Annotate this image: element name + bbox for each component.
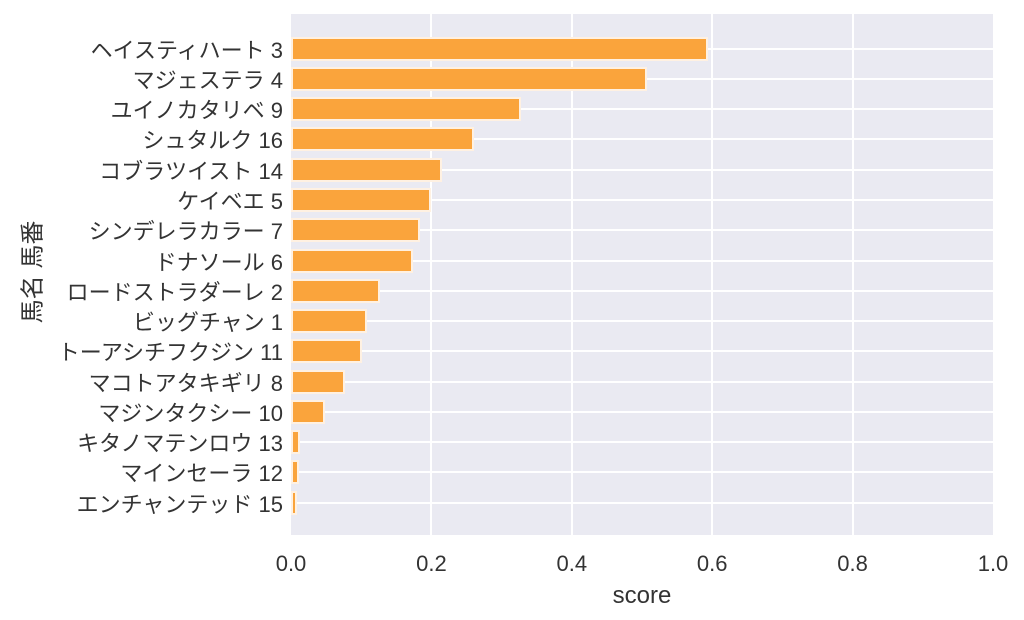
y-tick-label: ロードストラダーレ 2 bbox=[66, 279, 283, 305]
bar bbox=[291, 278, 381, 303]
bar bbox=[291, 36, 708, 61]
h-gridline bbox=[291, 320, 993, 322]
bar bbox=[291, 66, 647, 91]
bar bbox=[291, 430, 301, 455]
y-tick-label: キタノマテンロウ 13 bbox=[77, 431, 283, 457]
x-tick-label: 1.0 bbox=[977, 551, 1009, 576]
y-tick-label: マインセーラ 12 bbox=[120, 461, 283, 487]
h-gridline bbox=[291, 259, 993, 262]
v-gridline bbox=[851, 14, 854, 535]
bar bbox=[291, 248, 414, 273]
y-tick-label: ユイノカタリベ 9 bbox=[110, 98, 283, 124]
h-gridline bbox=[291, 501, 993, 504]
h-gridline bbox=[291, 198, 993, 201]
bar bbox=[291, 369, 346, 394]
h-gridline bbox=[291, 168, 993, 171]
bar bbox=[291, 490, 297, 515]
bar bbox=[291, 157, 442, 182]
bar bbox=[291, 127, 475, 152]
v-gridline bbox=[430, 14, 433, 535]
bar bbox=[291, 460, 299, 485]
y-tick-label: トーアシチフクジン 11 bbox=[57, 340, 283, 366]
h-gridline bbox=[291, 410, 993, 413]
x-tick-label: 0.4 bbox=[556, 551, 588, 576]
x-tick-label: 0.2 bbox=[416, 551, 447, 576]
x-tick-label: 0.6 bbox=[696, 551, 728, 576]
h-gridline bbox=[291, 380, 993, 383]
h-gridline bbox=[291, 229, 993, 232]
y-axis-tick-labels: ヘイスティハート 3 マジェステラ 4 ユイノカタリベ 9 シュタルク 16 コブラツイ… bbox=[0, 0, 283, 620]
x-tick-label: 0.0 bbox=[275, 551, 307, 576]
y-tick-label: シュタルク 16 bbox=[142, 128, 283, 154]
bar bbox=[291, 97, 522, 122]
h-gridline bbox=[291, 471, 993, 474]
y-tick-label: コブラツイスト 14 bbox=[99, 158, 283, 184]
y-tick-label: ヘイスティハート 3 bbox=[90, 37, 283, 63]
y-tick-label: エンチャンテッド 15 bbox=[76, 491, 283, 517]
x-axis-title: score bbox=[612, 582, 672, 609]
y-tick-label: ドナソール 6 bbox=[154, 249, 283, 275]
bar bbox=[291, 187, 431, 212]
v-gridline bbox=[711, 14, 714, 535]
bar bbox=[291, 399, 325, 424]
bar bbox=[291, 339, 362, 364]
h-gridline bbox=[291, 350, 993, 353]
y-tick-label: マコトアタキギリ 8 bbox=[88, 370, 283, 396]
y-tick-label: マジンタクシー 10 bbox=[98, 400, 283, 426]
y-tick-label: ビッグチャン 1 bbox=[132, 310, 283, 336]
plot-area bbox=[291, 14, 993, 535]
h-gridline bbox=[291, 289, 993, 292]
v-gridline bbox=[570, 14, 573, 535]
y-axis-title: 馬名 馬番 bbox=[19, 220, 47, 324]
bar bbox=[291, 218, 421, 243]
h-gridline bbox=[291, 441, 993, 444]
h-gridline bbox=[291, 138, 993, 141]
bar bbox=[291, 309, 367, 333]
y-tick-label: マジェステラ 4 bbox=[132, 67, 283, 93]
y-tick-label: ケイベエ 5 bbox=[177, 188, 283, 214]
y-tick-label: シンデレラカラー 7 bbox=[88, 219, 283, 245]
x-tick-label: 0.8 bbox=[837, 551, 868, 576]
h-gridline bbox=[291, 108, 993, 111]
